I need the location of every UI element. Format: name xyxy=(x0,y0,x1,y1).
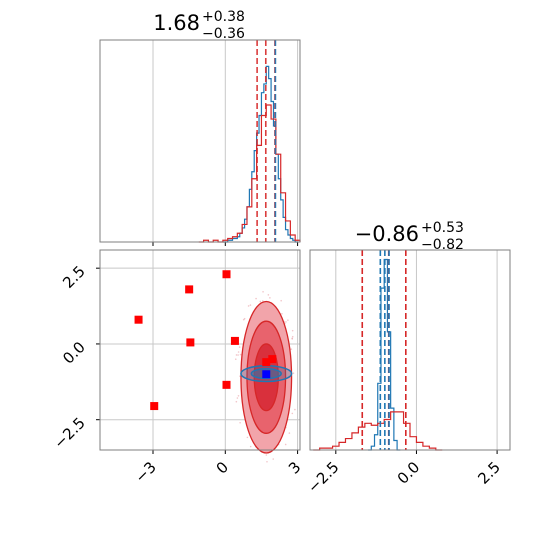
sample-point xyxy=(280,299,282,302)
sample-point xyxy=(249,445,252,448)
sample-point xyxy=(249,304,252,306)
panel-top-left-background xyxy=(100,40,300,242)
sample-point xyxy=(288,432,291,434)
red-square-marker xyxy=(222,270,231,279)
x-tick-label: 3 xyxy=(285,458,304,477)
red-square-marker xyxy=(268,355,277,364)
panel-bottom-right-border xyxy=(309,249,511,451)
sample-point xyxy=(291,335,294,338)
histogram-series-1 xyxy=(198,104,301,243)
panel-bottom-right-histogram: −2.5 0.0 2.5 xyxy=(304,249,511,497)
red-square-marker xyxy=(185,285,194,294)
sample-point xyxy=(267,294,270,296)
red-square-marker xyxy=(222,380,231,389)
red-square-marker xyxy=(262,358,271,367)
red-square-marker xyxy=(230,336,239,345)
sample-point xyxy=(243,317,246,320)
sample-point xyxy=(259,300,262,303)
y-tick-label: 2.5 xyxy=(59,262,89,292)
sample-point xyxy=(237,351,240,353)
sample-point xyxy=(291,329,294,332)
x-tick-label: −2.5 xyxy=(304,458,342,496)
sample-point xyxy=(266,460,268,463)
y-tick-label: −2.5 xyxy=(50,414,88,452)
title-bottom-right: −0.86 +0.53 −0.82 xyxy=(355,220,464,253)
sample-point xyxy=(236,397,239,399)
title-top-left-value: 1.68 xyxy=(153,11,200,35)
sample-point xyxy=(272,458,275,460)
sample-point xyxy=(294,408,296,411)
sample-point xyxy=(291,412,294,415)
sample-point xyxy=(238,346,241,348)
sample-point xyxy=(239,353,242,356)
sample-point xyxy=(290,348,293,350)
sample-point xyxy=(292,372,295,375)
y-tick-label: 0.0 xyxy=(59,338,89,368)
sample-point xyxy=(291,338,294,340)
sample-point xyxy=(262,291,264,293)
panel-bottom-right-background xyxy=(310,250,510,450)
x-tick-label: −3 xyxy=(131,458,159,486)
red-square-marker xyxy=(150,402,159,411)
sample-point xyxy=(281,312,283,315)
title-bottom-right-value: −0.86 xyxy=(355,222,419,246)
sample-point xyxy=(255,297,257,300)
sample-point xyxy=(237,394,240,397)
sample-point xyxy=(234,358,237,361)
sample-point xyxy=(239,421,241,424)
x-tick-label: 0 xyxy=(213,458,232,477)
panel-bottom-left-border xyxy=(99,249,301,451)
sample-point xyxy=(237,354,239,356)
title-top-left: 1.68 +0.38 −0.36 xyxy=(153,9,245,42)
sample-point xyxy=(235,354,238,356)
title-bottom-right-upper: +0.53 xyxy=(421,220,464,236)
panel-bottom-left-scatter: −3 0 3 2.5 0.0 −2.5 xyxy=(50,249,304,486)
x-tick-label: 2.5 xyxy=(474,458,504,488)
sample-point xyxy=(265,454,268,456)
blue-square-marker xyxy=(262,370,271,379)
title-bottom-right-lower: −0.82 xyxy=(421,237,464,253)
sample-point xyxy=(269,297,271,299)
panel-top-left-histogram xyxy=(99,39,301,246)
panel-top-left-border xyxy=(99,39,301,243)
sample-point xyxy=(284,443,287,446)
sample-point xyxy=(285,321,287,323)
red-square-marker xyxy=(134,315,143,324)
sample-point xyxy=(287,319,289,321)
red-square-marker xyxy=(186,338,195,347)
sample-point xyxy=(235,400,238,403)
histogram-series-1 xyxy=(313,411,443,451)
sample-point xyxy=(246,436,249,439)
sample-point xyxy=(247,305,250,307)
title-top-left-lower: −0.36 xyxy=(202,26,245,42)
x-tick-label: 0.0 xyxy=(394,458,424,488)
title-top-left-upper: +0.38 xyxy=(202,9,245,25)
